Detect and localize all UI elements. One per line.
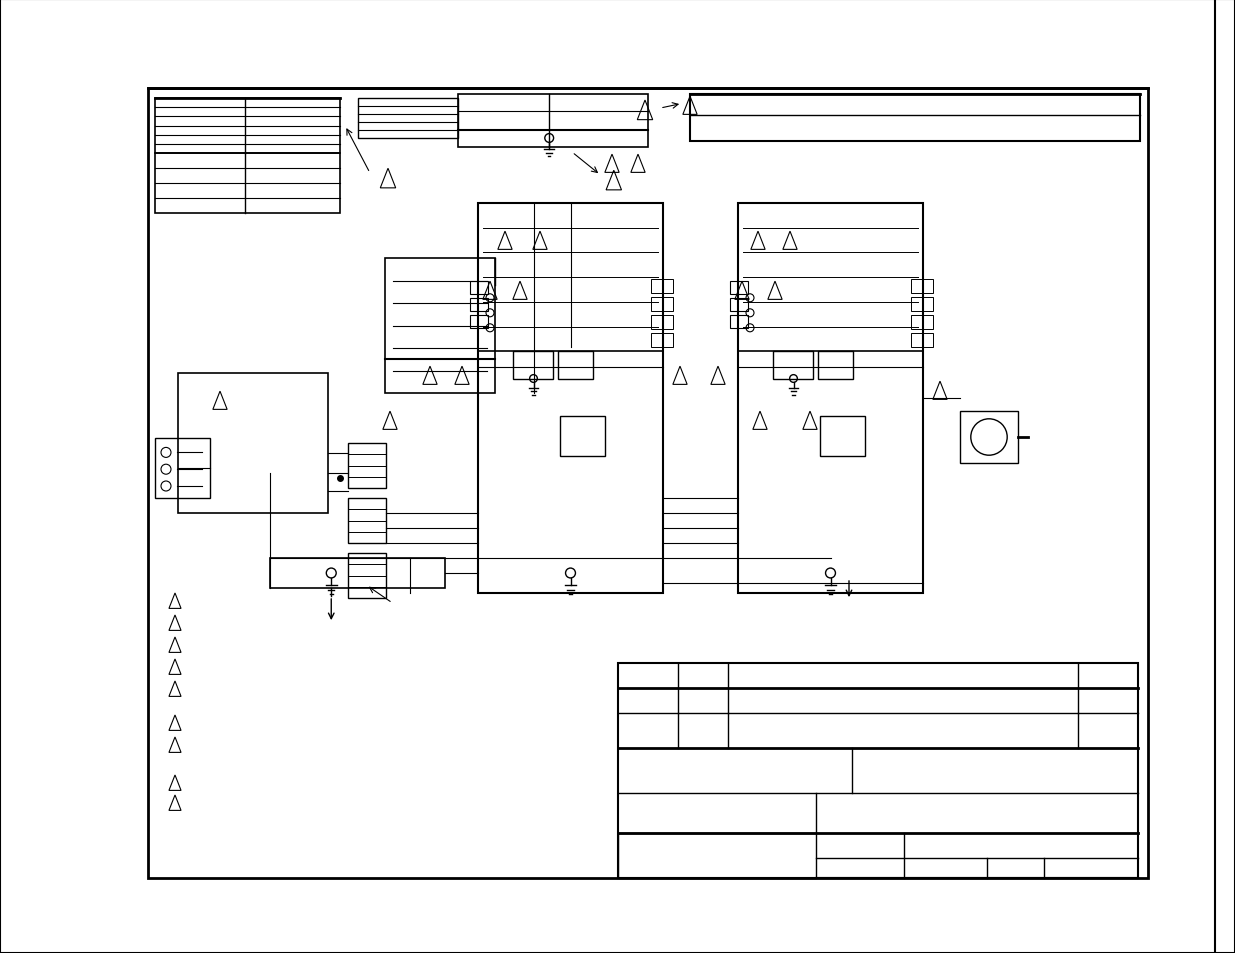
Bar <box>618 833 815 878</box>
Bar <box>348 554 387 598</box>
Bar <box>178 374 329 514</box>
Bar <box>690 95 1140 142</box>
Bar <box>471 281 488 294</box>
Bar <box>730 315 748 329</box>
Bar <box>458 95 648 148</box>
Bar <box>739 204 923 594</box>
Bar <box>820 416 864 456</box>
Bar <box>911 316 932 330</box>
Bar <box>911 298 932 312</box>
Bar <box>478 204 663 594</box>
Bar <box>651 298 673 312</box>
Bar <box>651 334 673 348</box>
Bar <box>471 298 488 312</box>
Bar <box>385 258 495 394</box>
Bar <box>651 316 673 330</box>
Bar <box>618 663 1137 878</box>
Bar <box>911 280 932 294</box>
Bar <box>773 351 813 379</box>
Bar <box>156 438 210 498</box>
Bar <box>358 99 458 139</box>
Bar <box>911 334 932 348</box>
Bar <box>818 351 853 379</box>
Bar <box>730 298 748 312</box>
Bar <box>559 416 605 456</box>
Bar <box>348 443 387 489</box>
Bar <box>960 412 1018 463</box>
Bar <box>471 315 488 329</box>
Bar <box>148 89 1149 878</box>
Bar <box>558 351 593 379</box>
Bar <box>156 153 340 213</box>
Bar <box>513 351 553 379</box>
Bar <box>156 99 340 153</box>
Bar <box>651 280 673 294</box>
Bar <box>270 558 445 588</box>
Bar <box>730 281 748 294</box>
Bar <box>348 498 387 543</box>
